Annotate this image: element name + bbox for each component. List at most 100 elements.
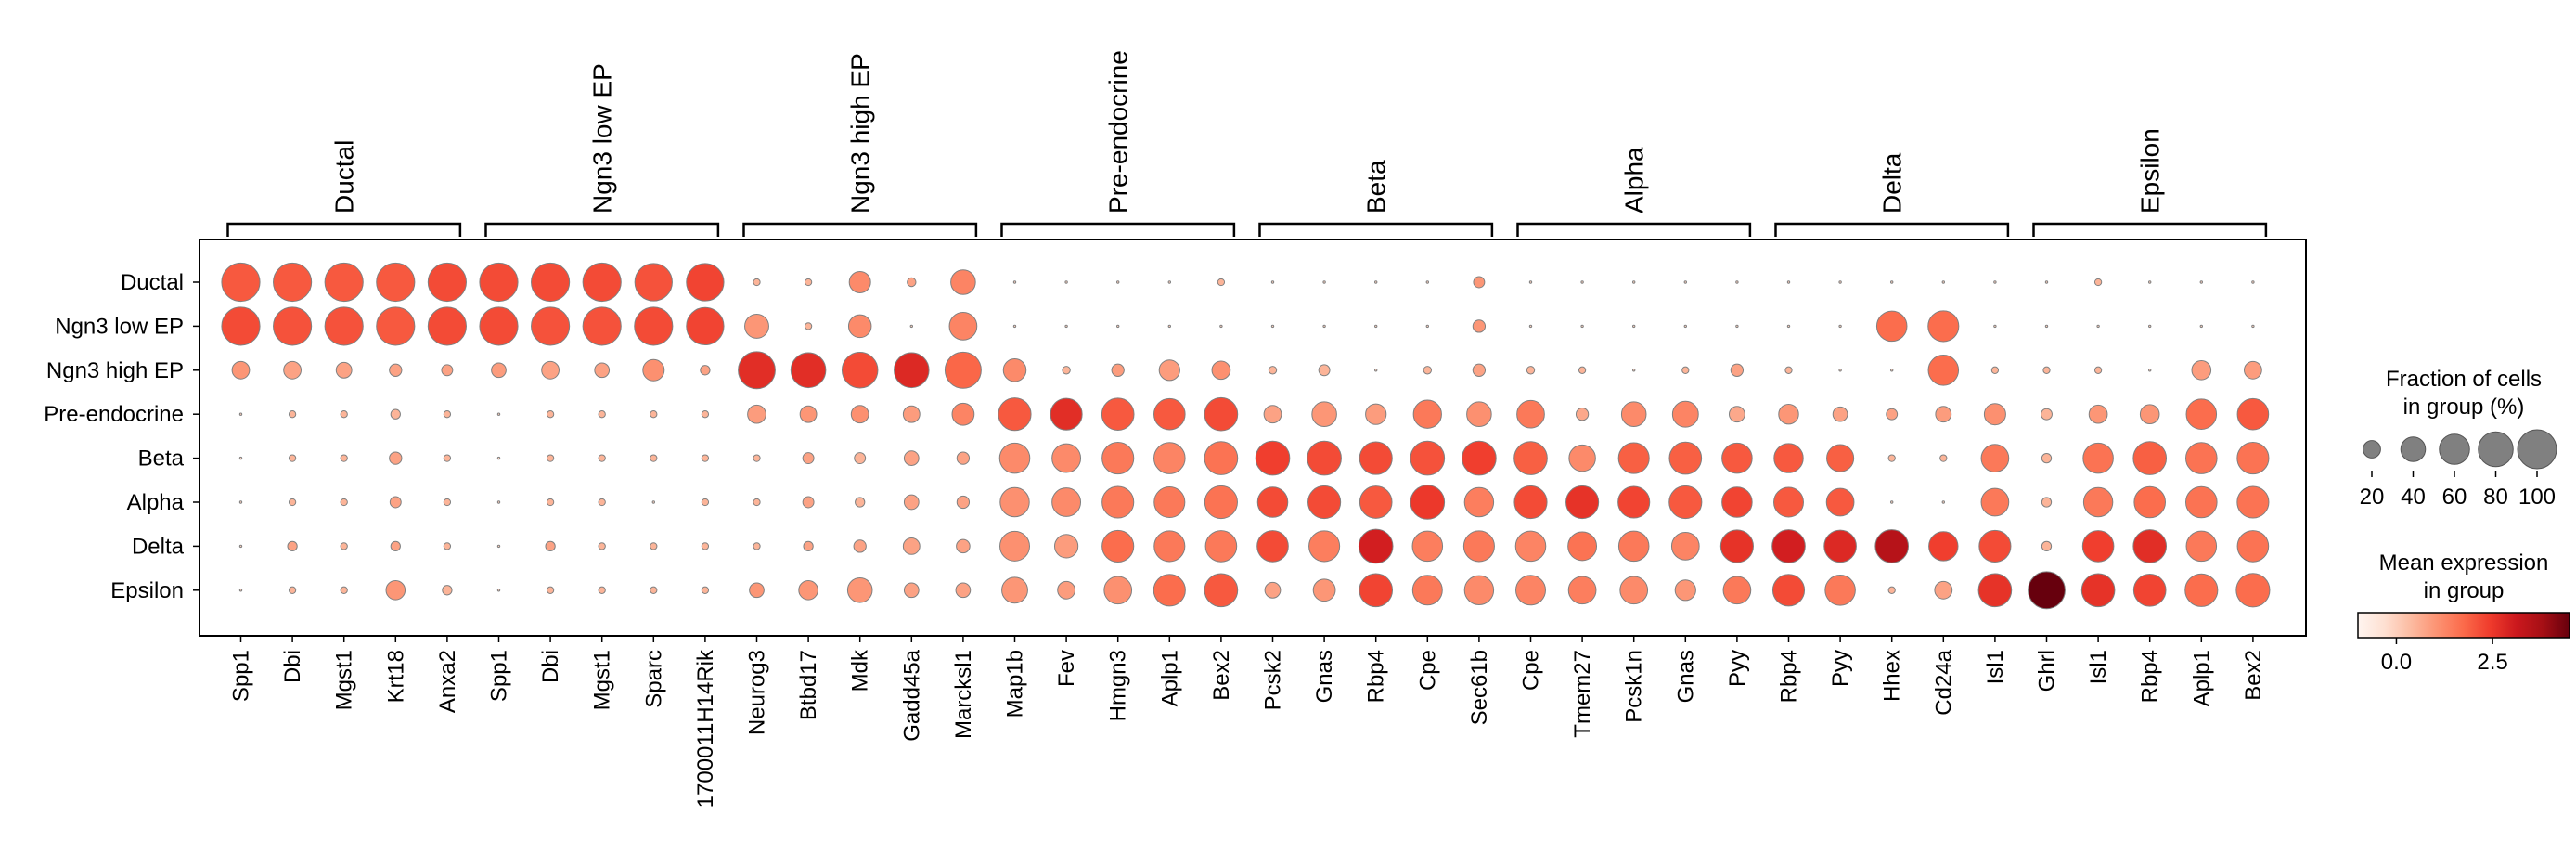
group-bracket [1774,222,2010,237]
dot-ngn3-low-ep-marcksl1 [948,312,978,341]
dot-ngn3-low-ep-isl1 [1993,324,1997,329]
dot-epsilon-isl1 [1977,573,2013,608]
dot-pre-endocrine-rbp4 [1365,403,1387,425]
size-legend-value: 80 [2483,485,2508,510]
dot-ngn3-high-ep-anxa2 [441,364,454,377]
dot-pre-endocrine-mgst1 [340,410,348,419]
dot-ductal-1700011h14rik [686,263,725,302]
row-labels: Ductal Ngn3 low EP Ngn3 high EP Pre-endocri… [44,270,200,603]
dot-alpha-bex2 [1204,485,1238,520]
dot-alpha-marcksl1 [956,495,971,510]
dot-alpha-dbi [546,498,555,507]
dot-ngn3-high-ep-pcsk2 [1268,366,1278,375]
dot-ngn3-high-ep-gnas [1318,364,1331,377]
dot-ngn3-low-ep-1700011h14rik [686,306,725,346]
size-legend-dot [2363,440,2381,459]
dot-beta-cd24a [1939,454,1948,462]
dot-pre-endocrine-krt18 [390,408,401,420]
dot-ngn3-high-ep-pcsk1n [1632,369,1636,372]
dot-alpha-hmgn3 [1101,485,1135,519]
dot-ngn3-low-ep-tmem27 [1580,324,1584,329]
dot-beta-rbp4 [1773,443,1804,473]
dot-beta-hmgn3 [1101,442,1135,475]
dot-ngn3-high-ep-mdk [841,352,879,389]
dot-beta-krt18 [389,451,403,465]
dot-ductal-neurog3 [753,278,761,287]
dot-epsilon-aplp1 [1153,574,1186,607]
dot-delta-mgst1 [598,542,606,550]
group-label: Epsilon [2136,128,2165,214]
row-label: Pre-endocrine [44,402,184,427]
group-label: Beta [1362,160,1391,214]
dot-ngn3-low-ep-spp1 [479,306,519,346]
group-bracket [742,222,978,237]
dot-ngn3-high-ep-pyy [1838,369,1842,372]
dot-pre-endocrine-sparc [650,410,658,419]
gene-label: Aplp1 [2189,650,2214,706]
dot-alpha-map1b [999,486,1030,518]
dot-epsilon-krt18 [385,580,406,601]
dots-layer [221,262,2271,610]
dot-alpha-neurog3 [753,498,761,507]
dot-epsilon-rbp4 [2132,573,2167,607]
color-legend-title: Mean expression [2379,550,2549,576]
gene-label: Cpe [1415,650,1440,691]
size-legend-dot [2478,431,2514,468]
dot-ngn3-high-ep-map1b [1002,358,1027,382]
row-label: Alpha [127,490,185,515]
dot-delta-spp1 [238,544,243,549]
size-legend-title: Fraction of cells [2386,367,2542,392]
dot-ductal-mgst1 [582,262,622,303]
dot-alpha-spp1 [496,500,501,504]
dot-pre-endocrine-spp1 [496,412,501,416]
dot-ngn3-low-ep-sparc [634,306,674,346]
dot-epsilon-cpe [1515,575,1546,606]
dot-alpha-rbp4 [2133,485,2166,519]
dot-ductal-cpe [1528,280,1533,284]
dot-epsilon-gadd45a [903,582,920,599]
dot-ductal-bex2 [2251,280,2255,284]
dot-delta-cpe [1411,530,1444,563]
dot-pre-endocrine-sec61b [1466,401,1492,427]
size-legend-value: 60 [2442,485,2467,510]
dot-beta-rbp4 [2132,441,2168,475]
group-brackets: Ductal Ngn3 low EP Ngn3 high EP Pre-endocri… [226,50,2268,237]
dot-ngn3-high-ep-bex2 [1211,360,1231,381]
gene-label: Sec61b [1467,650,1492,725]
gene-label: Dbi [538,650,563,683]
gene-label: Map1b [1003,650,1028,718]
dot-pre-endocrine-spp1 [238,412,243,416]
dot-ductal-spp1 [479,262,519,303]
dot-ngn3-low-ep-cpe [1425,324,1430,329]
dot-pre-endocrine-hhex [1886,408,1899,421]
gene-labels: Spp1 Dbi Mgst1 Krt18 Anxa2 Spp1 Dbi Mgst1 Sparc 1… [229,636,2266,808]
dot-beta-mgst1 [340,454,348,462]
dot-ductal-hmgn3 [1116,280,1120,284]
dot-delta-pcsk1n [1617,530,1650,563]
gene-label: Hmgn3 [1106,650,1131,721]
dot-ngn3-low-ep-gnas [1683,324,1688,329]
dot-ngn3-high-ep-spp1 [491,362,507,379]
dot-alpha-spp1 [238,500,243,504]
dot-pre-endocrine-pcsk1n [1620,401,1647,427]
dot-ngn3-low-ep-cpe [1528,324,1533,329]
dot-pre-endocrine-cd24a [1935,406,1952,423]
dot-epsilon-anxa2 [442,585,453,596]
dot-ngn3-low-ep-pyy [1735,324,1739,329]
dot-alpha-rbp4 [1359,485,1393,519]
dot-delta-bex2 [2236,530,2270,563]
dot-alpha-rbp4 [1773,486,1804,518]
dot-epsilon-pyy [1722,576,1752,605]
dot-delta-rbp4 [1358,528,1394,564]
gene-label: Gadd45a [899,649,924,741]
dot-delta-cpe [1514,530,1547,563]
dot-alpha-gnas [1668,485,1703,520]
dot-ngn3-low-ep-mgst1 [582,306,622,346]
dot-ngn3-low-ep-spp1 [221,306,261,346]
dot-beta-isl1 [1980,444,2010,472]
size-legend-value: 40 [2401,485,2426,510]
dot-alpha-pcsk2 [1256,486,1289,518]
dot-ngn3-low-ep-pcsk2 [1270,324,1275,329]
dot-alpha-dbi [288,498,297,507]
dot-ductal-krt18 [376,262,416,303]
